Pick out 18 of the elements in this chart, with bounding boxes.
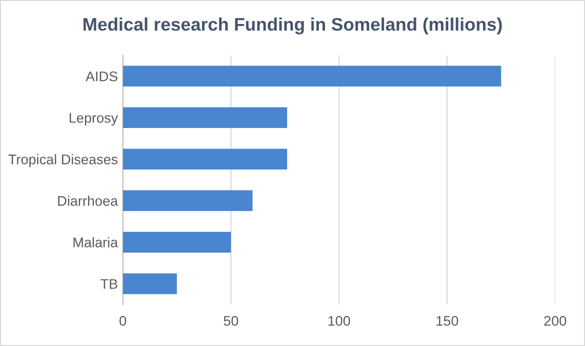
bar bbox=[122, 273, 177, 294]
y-tick-label: Leprosy bbox=[70, 113, 118, 126]
bar bbox=[122, 148, 288, 170]
chart-title: Medical research Funding in Someland (millions) bbox=[84, 17, 502, 34]
bar bbox=[122, 107, 288, 128]
x-tick-label: 0 bbox=[120, 316, 126, 326]
y-tick-label: Tropical Diseases bbox=[8, 154, 118, 168]
x-tick-label: 50 bbox=[224, 316, 238, 326]
x-tick-label: 100 bbox=[328, 316, 350, 326]
y-tick-label: TB bbox=[100, 279, 118, 289]
x-tick-label: 200 bbox=[544, 316, 566, 326]
y-tick-label: Malaria bbox=[74, 237, 118, 248]
bar bbox=[122, 190, 253, 212]
x-tick-label: 150 bbox=[436, 316, 458, 326]
y-tick-label: AIDS bbox=[86, 71, 118, 82]
y-tick-label: Diarrhoea bbox=[58, 196, 118, 206]
bar bbox=[122, 232, 231, 253]
bar bbox=[122, 66, 502, 86]
